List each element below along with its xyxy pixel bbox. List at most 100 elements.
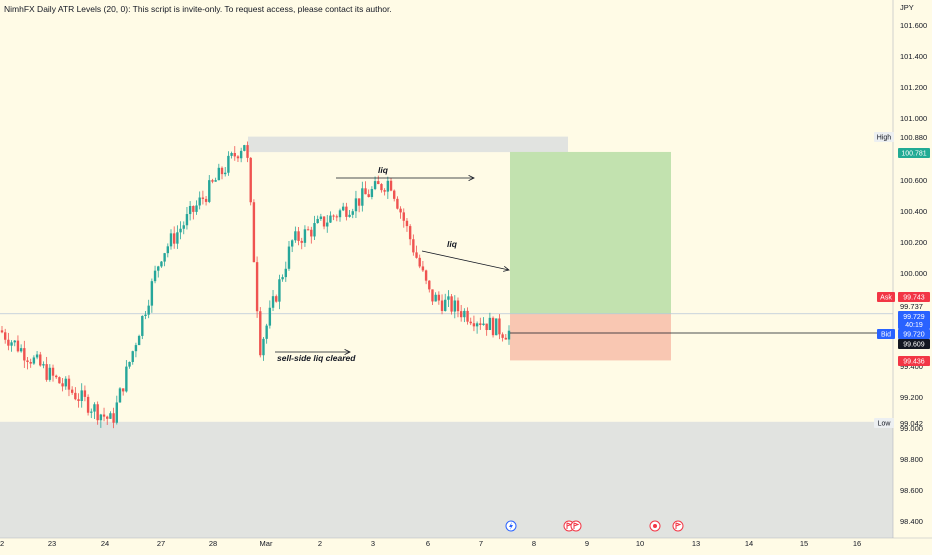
candle-body xyxy=(51,367,55,376)
target-price-label: 100.781 xyxy=(901,151,926,158)
current-price: 99.729 xyxy=(903,314,925,321)
candle-body xyxy=(507,330,511,340)
time-tick: 28 xyxy=(209,539,217,548)
price-99609: 99.609 xyxy=(903,342,925,349)
event-icon-4-flag xyxy=(675,522,682,529)
ask-tag-bg xyxy=(877,292,895,302)
candle-body xyxy=(61,383,64,387)
candle-body xyxy=(405,220,409,227)
candle-body xyxy=(144,314,147,316)
price-tick: 98.800 xyxy=(900,455,923,464)
price-axis[interactable]: JPY 101.600 101.400 101.200 101.000 100.600 10… xyxy=(892,0,932,550)
liq-label-right: liq xyxy=(447,239,458,249)
candle-body xyxy=(23,348,26,361)
event-icon-4 xyxy=(672,520,684,532)
candle-body xyxy=(370,189,374,198)
candle-body xyxy=(10,342,13,346)
candle-body xyxy=(172,233,176,244)
candle-body xyxy=(275,296,278,302)
candle-body xyxy=(338,210,342,218)
low-tag-bg xyxy=(874,418,894,428)
candle-body xyxy=(102,414,106,417)
event-icon-2 xyxy=(570,520,582,532)
candle-body xyxy=(278,279,281,302)
price-tick: 99.000 xyxy=(900,424,923,433)
candle-body xyxy=(48,367,52,380)
ask-price-label: 99.743 xyxy=(903,295,925,302)
candle-body xyxy=(157,266,160,271)
candle-body xyxy=(335,216,339,218)
stop-price-label: 99.436 xyxy=(903,359,925,366)
candle-body xyxy=(383,190,386,192)
price-axis-bg xyxy=(893,0,932,550)
candle-body xyxy=(447,296,450,300)
target-price-label-bg xyxy=(898,148,930,158)
bid-tag: Bid xyxy=(881,332,891,339)
candle-body xyxy=(437,294,441,301)
candle-body xyxy=(80,390,83,401)
bid-price-label-bg xyxy=(898,329,930,339)
candle-body xyxy=(431,289,434,302)
price-tick: 98.600 xyxy=(900,486,923,495)
candle-body xyxy=(399,208,402,213)
high-tag: High xyxy=(877,135,892,142)
price-99609-bg xyxy=(898,339,930,349)
candle-body xyxy=(236,156,240,159)
candle-body xyxy=(83,390,87,397)
candle-body xyxy=(262,338,265,356)
candle-body xyxy=(265,325,268,339)
candle-body xyxy=(99,414,103,421)
candle-body xyxy=(412,239,415,253)
time-tick: 22 xyxy=(0,539,4,548)
candle-body xyxy=(64,378,67,387)
candle-body xyxy=(42,364,45,366)
time-axis-bg xyxy=(0,538,932,550)
candle-body xyxy=(109,413,112,419)
candle-body xyxy=(150,281,154,306)
candle-body xyxy=(74,392,77,400)
candle-body xyxy=(121,388,125,392)
candle-body xyxy=(255,262,259,312)
candle-body xyxy=(192,205,195,212)
candle-body xyxy=(211,180,214,182)
time-tick: 23 xyxy=(48,539,56,548)
low-value: 99.042 xyxy=(900,419,923,428)
candle-body xyxy=(185,214,189,226)
time-tick: 6 xyxy=(426,539,430,548)
candle-body xyxy=(29,362,32,364)
candle-body xyxy=(316,218,319,224)
high-tag-bg xyxy=(874,132,894,142)
candle-body xyxy=(297,231,300,241)
candle-body xyxy=(128,361,131,367)
candle-body xyxy=(357,198,361,206)
price-tick: 100.200 xyxy=(900,238,927,247)
candle-body xyxy=(153,270,157,282)
candle-body xyxy=(230,153,233,156)
candle-body xyxy=(246,145,249,158)
candle-body xyxy=(131,351,134,362)
indicator-title[interactable]: NimhFX Daily ATR Levels (20, 0): This sc… xyxy=(4,4,392,14)
candle-body xyxy=(16,340,20,352)
candle-body xyxy=(106,416,109,419)
candle-body xyxy=(163,253,166,262)
candle-body xyxy=(428,280,431,290)
bid-price-label: 99.720 xyxy=(903,332,925,339)
candle-body xyxy=(259,311,262,356)
time-tick: 24 xyxy=(101,539,109,548)
candle-body xyxy=(501,334,504,338)
candle-body xyxy=(179,228,182,233)
price-tick: 98.400 xyxy=(900,517,923,526)
candle-body xyxy=(453,300,456,312)
price-tick: 100.600 xyxy=(900,176,927,185)
candle-body xyxy=(415,252,418,258)
candle-body xyxy=(77,399,80,401)
candle-body xyxy=(220,167,224,175)
event-icon-3-dot xyxy=(653,524,657,528)
candle-body xyxy=(472,323,476,327)
candle-body xyxy=(290,240,294,247)
candle-body xyxy=(45,364,48,380)
